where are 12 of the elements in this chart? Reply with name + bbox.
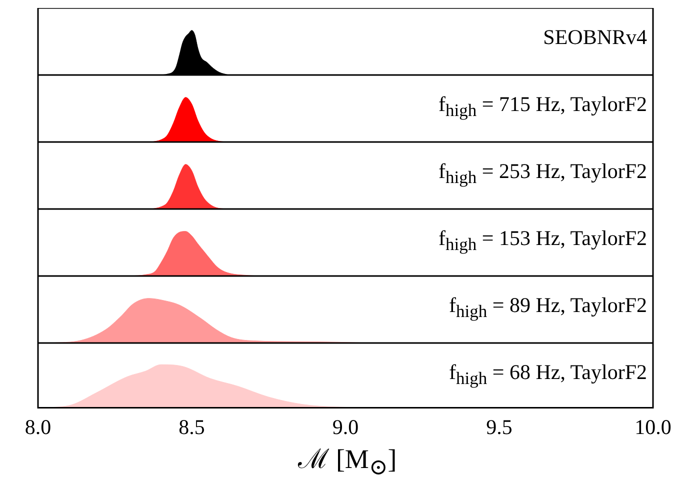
annotation: SEOBNRv4 — [543, 24, 647, 50]
x-axis-title: ℳ [M$_{⊙}$] — [296, 444, 398, 482]
x-tick-label: 8.5 — [178, 414, 205, 439]
annotation: f$_{high}$ = 715 Hz, TaylorF2 — [438, 91, 647, 122]
x-tick-label: 8.0 — [24, 414, 52, 439]
annotation: f$_{high}$ = 68 Hz, TaylorF2 — [448, 359, 647, 390]
annotation: f$_{high}$ = 89 Hz, TaylorF2 — [448, 292, 647, 324]
x-tick-label: 9.0 — [332, 414, 359, 439]
annotation: f$_{high}$ = 253 Hz, TaylorF2 — [438, 158, 647, 190]
x-tick-label: 9.5 — [486, 414, 512, 439]
x-tick-label: 10.0 — [634, 414, 672, 439]
annotation: f$_{high}$ = 153 Hz, TaylorF2 — [438, 225, 647, 256]
